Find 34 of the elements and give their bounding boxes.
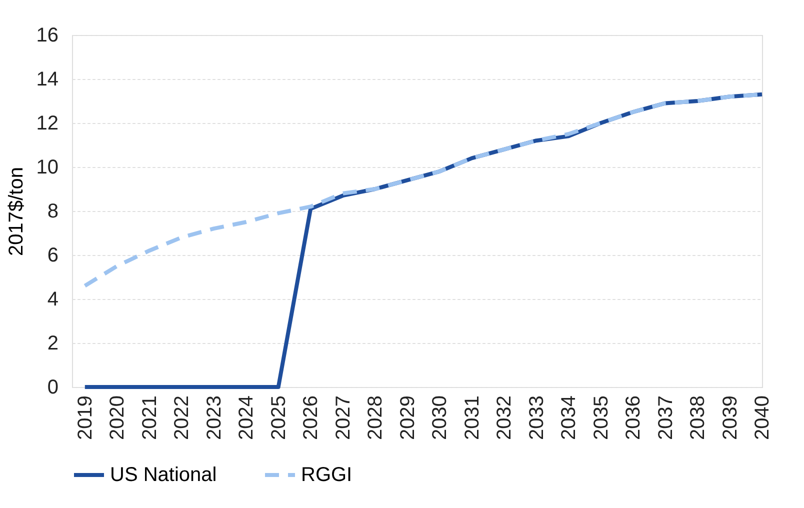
x-tick-label: 2028 — [364, 396, 387, 440]
x-tick-label: 2034 — [558, 396, 580, 440]
x-tick-label: 2020 — [106, 396, 129, 440]
x-tick-label: 2038 — [687, 396, 710, 440]
x-tick-label: 2019 — [74, 396, 96, 440]
x-tick-label: 2023 — [203, 396, 226, 440]
legend-label: US National — [110, 464, 217, 486]
x-tick-label: 2031 — [461, 396, 484, 440]
x-tick-label: 2033 — [526, 396, 548, 440]
y-tick-label: 6 — [47, 244, 58, 266]
x-tick-label: 2030 — [429, 396, 452, 440]
y-tick-label: 0 — [47, 376, 58, 398]
x-tick-label: 2040 — [752, 396, 774, 440]
x-tick-label: 2029 — [396, 396, 419, 440]
y-tick-label: 4 — [47, 288, 58, 310]
x-tick-label: 2037 — [654, 396, 677, 440]
x-tick-label: 2022 — [171, 396, 194, 440]
y-axis-title: 2017$/ton — [5, 167, 28, 256]
x-tick-label: 2039 — [719, 396, 742, 440]
y-tick-label: 2 — [47, 332, 58, 354]
x-tick-label: 2021 — [138, 396, 161, 440]
y-tick-label: 14 — [36, 68, 58, 90]
x-tick-label: 2027 — [332, 396, 354, 440]
legend-label: RGGI — [301, 464, 352, 486]
y-tick-label: 16 — [36, 24, 58, 46]
y-tick-label: 8 — [47, 200, 58, 222]
x-tick-label: 2025 — [268, 396, 290, 440]
x-tick-label: 2036 — [622, 396, 645, 440]
x-tick-label: 2026 — [300, 396, 322, 440]
x-tick-label: 2024 — [236, 396, 258, 440]
x-tick-label: 2032 — [494, 396, 516, 440]
y-tick-label: 12 — [36, 112, 58, 134]
x-tick-label: 2035 — [590, 396, 612, 440]
y-tick-label: 10 — [36, 156, 58, 178]
